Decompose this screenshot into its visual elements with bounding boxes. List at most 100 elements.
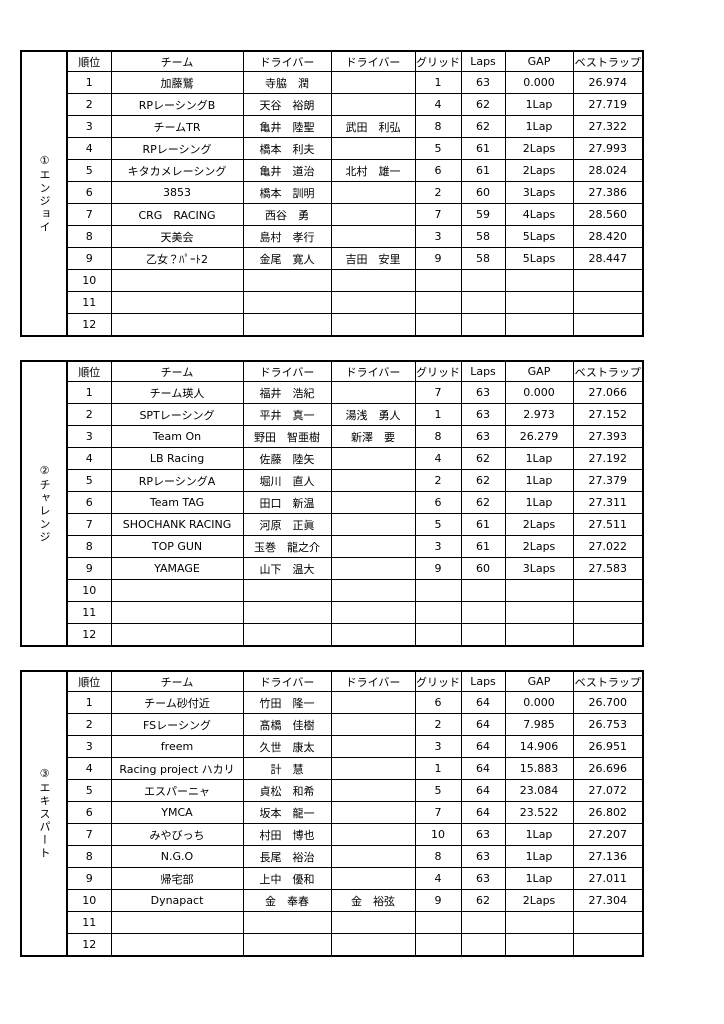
gap-cell: 23.522	[504, 801, 574, 824]
empty-cell	[460, 911, 506, 934]
empty-cell	[414, 601, 462, 624]
empty-cell	[110, 623, 244, 647]
empty-cell	[414, 269, 462, 292]
result-row: 3 freem 久世 康太 3 64 14.906 26.951	[21, 735, 644, 758]
driver-cell: 貞松 和希	[242, 779, 332, 802]
gap-cell: 5Laps	[504, 247, 574, 270]
empty-cell	[110, 579, 244, 602]
best-lap-cell: 27.022	[572, 535, 644, 558]
best-lap-cell: 27.066	[572, 381, 644, 404]
empty-cell	[330, 291, 416, 314]
driver-cell: 金 裕弦	[330, 889, 416, 912]
gap-cell: 7.985	[504, 713, 574, 736]
team-cell: freem	[110, 735, 244, 758]
laps-cell: 62	[460, 469, 506, 492]
result-row: 9 乙女？ﾊﾟｰﾄ2 金尾 寛人 吉田 安里 9 58 5Laps 28.447	[21, 247, 644, 270]
column-header: ベストラップ	[572, 670, 644, 692]
rank-cell: 1	[66, 691, 112, 714]
driver-cell: 堀川 直人	[242, 469, 332, 492]
rank-cell: 6	[66, 491, 112, 514]
rank-cell: 2	[66, 93, 112, 116]
result-row: 4 Racing project ハカリ計 慧 1 64 15.883 26.696	[21, 757, 644, 780]
result-row: 11	[21, 601, 644, 624]
empty-cell	[330, 137, 416, 160]
driver-cell: 河原 正眞	[242, 513, 332, 536]
laps-cell: 64	[460, 713, 506, 736]
driver-cell: 髙橋 佳樹	[242, 713, 332, 736]
empty-cell	[572, 911, 644, 934]
result-row: 9 帰宅部 上中 優和 4 63 1Lap 27.011	[21, 867, 644, 890]
gap-cell: 3Laps	[504, 557, 574, 580]
laps-cell: 60	[460, 557, 506, 580]
result-row: 5 RPレーシングA 堀川 直人 2 62 1Lap 27.379	[21, 469, 644, 492]
empty-cell	[330, 313, 416, 337]
rank-cell: 9	[66, 557, 112, 580]
empty-cell	[330, 579, 416, 602]
grid-cell: 3	[414, 735, 462, 758]
team-cell: RPレーシング	[110, 137, 244, 160]
team-cell: キタカメレーシング	[110, 159, 244, 182]
driver-cell: 玉巻 龍之介	[242, 535, 332, 558]
grid-cell: 4	[414, 867, 462, 890]
empty-cell	[330, 513, 416, 536]
driver-cell: 島村 孝行	[242, 225, 332, 248]
grid-cell: 7	[414, 381, 462, 404]
best-lap-cell: 27.311	[572, 491, 644, 514]
empty-cell	[504, 601, 574, 624]
empty-cell	[414, 623, 462, 647]
rank-cell: 10	[66, 269, 112, 292]
grid-cell: 3	[414, 225, 462, 248]
result-row: 11	[21, 291, 644, 314]
grid-cell: 5	[414, 779, 462, 802]
empty-cell	[242, 623, 332, 647]
laps-cell: 64	[460, 757, 506, 780]
result-row: 11	[21, 911, 644, 934]
column-header: ドライバー	[330, 670, 416, 692]
laps-cell: 63	[460, 823, 506, 846]
best-lap-cell: 26.696	[572, 757, 644, 780]
rank-cell: 5	[66, 469, 112, 492]
driver-cell: 平井 真一	[242, 403, 332, 426]
empty-cell	[330, 911, 416, 934]
driver-cell: 武田 利弘	[330, 115, 416, 138]
rank-cell: 5	[66, 159, 112, 182]
empty-cell	[110, 933, 244, 957]
laps-cell: 63	[460, 71, 506, 94]
result-row: 10	[21, 269, 644, 292]
grid-cell: 3	[414, 535, 462, 558]
team-cell: Team TAG	[110, 491, 244, 514]
driver-cell: 上中 優和	[242, 867, 332, 890]
gap-cell: 2Laps	[504, 137, 574, 160]
result-row: 2 SPTレーシング 平井 真一 湯浅 勇人 1 63 2.973 27.152	[21, 403, 644, 426]
empty-cell	[330, 623, 416, 647]
gap-cell: 2Laps	[504, 889, 574, 912]
result-row: 12	[21, 933, 644, 957]
team-cell: N.G.O	[110, 845, 244, 868]
best-lap-cell: 27.192	[572, 447, 644, 470]
results-table: ②チャレンジ 順位 チーム ドライバー ドライバー グリッド Laps GAP ベストラップ 1 チ…	[20, 360, 644, 647]
team-cell: Racing project ハカリ	[110, 757, 244, 780]
grid-cell: 4	[414, 93, 462, 116]
best-lap-cell: 28.447	[572, 247, 644, 270]
header-row: ②チャレンジ 順位 チーム ドライバー ドライバー グリッド Laps GAP ベストラップ	[20, 360, 644, 647]
result-row: 7 SHOCHANK RACING 河原 正眞 5 61 2Laps 27.511	[21, 513, 644, 536]
empty-cell	[110, 911, 244, 934]
result-row: 1 加藤鷲 寺脇 潤 1 63 0.000 26.974	[21, 71, 644, 94]
laps-cell: 62	[460, 491, 506, 514]
driver-cell: 山下 温大	[242, 557, 332, 580]
gap-cell: 1Lap	[504, 845, 574, 868]
empty-cell	[330, 713, 416, 736]
column-header: グリッド	[414, 670, 462, 692]
team-cell: RPレーシングA	[110, 469, 244, 492]
best-lap-cell: 26.951	[572, 735, 644, 758]
gap-cell: 2Laps	[504, 513, 574, 536]
gap-cell: 26.279	[504, 425, 574, 448]
empty-cell	[504, 579, 574, 602]
grid-cell: 8	[414, 115, 462, 138]
laps-cell: 62	[460, 447, 506, 470]
empty-cell	[330, 845, 416, 868]
gap-cell: 2Laps	[504, 159, 574, 182]
result-row: 2 RPレーシングB 天谷 裕朗 4 62 1Lap 27.719	[21, 93, 644, 116]
result-row: 6 YMCA 坂本 龍一 7 64 23.522 26.802	[21, 801, 644, 824]
team-cell: FSレーシング	[110, 713, 244, 736]
